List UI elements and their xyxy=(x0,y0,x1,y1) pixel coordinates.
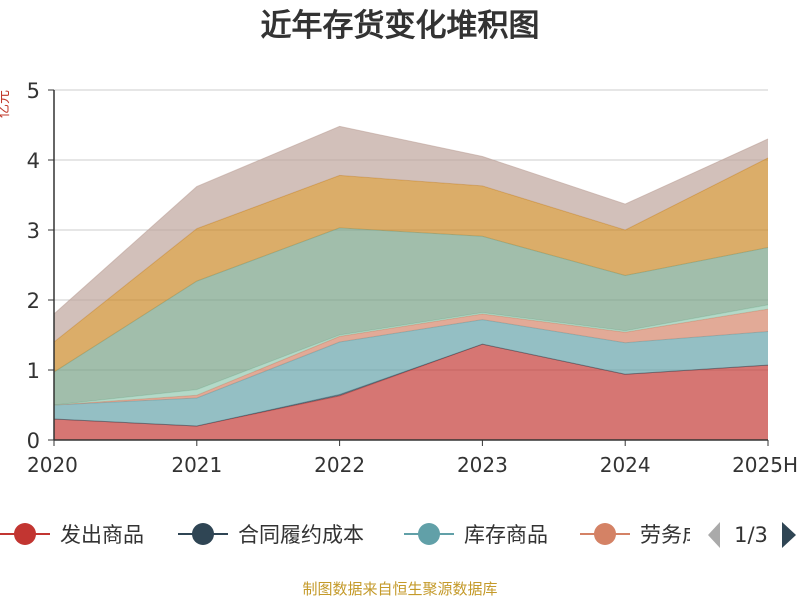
legend-marker xyxy=(192,523,214,545)
x-tick-label: 2022 xyxy=(314,453,365,477)
legend-item[interactable]: 发出商品 xyxy=(0,523,144,547)
pager-next-icon[interactable] xyxy=(782,522,796,548)
area-series-edge-7 xyxy=(53,125,769,315)
area-series-2 xyxy=(54,319,768,426)
legend-items: 发出商品 合同履约成本 库存商品 劳务成本 xyxy=(0,523,724,547)
y-tick-label: 1 xyxy=(27,359,40,383)
chart-title: 近年存货变化堆积图 xyxy=(261,8,540,44)
legend-item[interactable]: 劳务成本 xyxy=(580,523,724,547)
area-series-7 xyxy=(54,126,768,343)
area-series-5 xyxy=(54,227,768,405)
axes: 0 1 2 3 4 5 2020 2021 2022 2023 2024 2025H xyxy=(27,79,798,477)
legend-marker xyxy=(14,523,36,545)
legend: 发出商品 合同履约成本 库存商品 劳务成本 xyxy=(0,523,724,547)
y-tick-label: 2 xyxy=(27,289,40,313)
legend-label: 库存商品 xyxy=(464,523,548,547)
y-tick-label: 3 xyxy=(27,219,40,243)
legend-pager: 1/3 xyxy=(708,522,796,548)
pager-label: 1/3 xyxy=(734,523,768,547)
x-tick-label: 2025H xyxy=(732,453,798,477)
legend-label: 发出商品 xyxy=(60,523,144,547)
legend-marker xyxy=(594,523,616,545)
area-series-6 xyxy=(54,157,768,373)
x-tick-label: 2024 xyxy=(600,453,651,477)
legend-marker xyxy=(418,523,440,545)
area-series-4 xyxy=(54,304,768,405)
x-tick-label: 2023 xyxy=(457,453,508,477)
y-tick-label: 4 xyxy=(27,149,40,173)
legend-label: 劳务成本 xyxy=(640,523,724,547)
area-series xyxy=(53,125,769,440)
source-note: 制图数据来自恒生聚源数据库 xyxy=(302,580,497,598)
area-series-0 xyxy=(54,344,768,440)
legend-label: 合同履约成本 xyxy=(238,523,364,547)
legend-item[interactable]: 库存商品 xyxy=(404,523,548,547)
legend-item[interactable]: 合同履约成本 xyxy=(178,523,364,547)
x-tick-label: 2021 xyxy=(171,453,222,477)
x-tick-label: 2020 xyxy=(27,453,78,477)
pager-prev-icon[interactable] xyxy=(708,522,720,548)
y-tick-label: 0 xyxy=(27,429,40,453)
y-tick-label: 5 xyxy=(27,79,40,103)
y-axis-unit: 亿元 xyxy=(0,90,12,118)
